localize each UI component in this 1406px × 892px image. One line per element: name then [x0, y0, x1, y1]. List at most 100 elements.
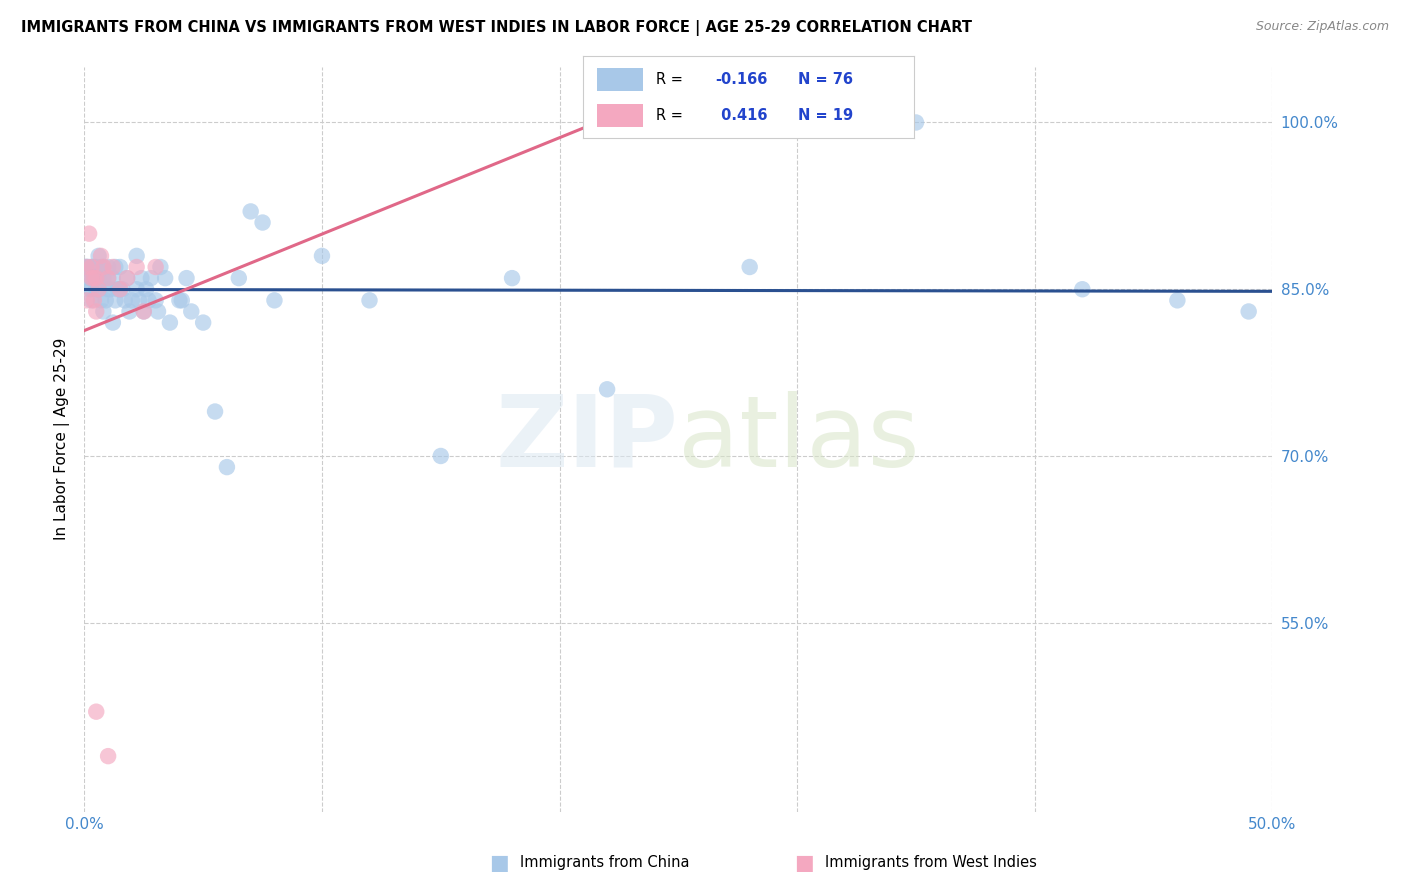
Point [83, 271, 105, 285]
Point [83, 260, 105, 274]
Point [252, 215, 274, 229]
Point [738, 260, 761, 274]
Point [180, 304, 202, 318]
Text: N = 76: N = 76 [799, 71, 853, 87]
Text: -0.166: -0.166 [716, 71, 768, 87]
Text: ■: ■ [489, 853, 509, 872]
Point [83, 293, 105, 308]
Point [97, 271, 120, 285]
Point [104, 293, 127, 308]
Bar [596, 68, 643, 91]
Point [84, 282, 107, 296]
Point [501, 271, 523, 285]
Point [125, 260, 148, 274]
Point [83, 271, 105, 285]
Point [169, 293, 191, 308]
Point [76, 260, 98, 274]
Text: Immigrants from West Indies: Immigrants from West Indies [825, 855, 1038, 870]
Point [146, 304, 169, 318]
Point [84, 271, 107, 285]
Point [132, 304, 155, 318]
Point [84, 260, 107, 274]
Text: Immigrants from China: Immigrants from China [520, 855, 690, 870]
Point [100, 282, 122, 296]
Text: IMMIGRANTS FROM CHINA VS IMMIGRANTS FROM WEST INDIES IN LABOR FORCE | AGE 25-29 : IMMIGRANTS FROM CHINA VS IMMIGRANTS FROM… [21, 20, 972, 36]
Text: ■: ■ [794, 853, 814, 872]
Point [125, 249, 148, 263]
Point [93, 260, 115, 274]
Point [128, 293, 150, 308]
Point [114, 293, 136, 308]
Point [93, 260, 115, 274]
Point [104, 260, 127, 274]
Point [101, 271, 124, 285]
Point [77, 260, 100, 274]
Point [145, 260, 167, 274]
Point [84, 705, 107, 719]
Point [76, 293, 98, 308]
Point [80, 282, 103, 296]
Point [87, 249, 110, 263]
Point [84, 271, 107, 285]
Text: N = 19: N = 19 [799, 108, 853, 123]
Point [101, 260, 124, 274]
Point [204, 404, 226, 418]
Point [90, 293, 112, 308]
Point [93, 304, 115, 318]
Point [77, 271, 100, 285]
Point [94, 293, 117, 308]
Point [170, 293, 193, 308]
Point [80, 271, 103, 285]
Point [239, 204, 262, 219]
Point [125, 282, 148, 296]
Point [83, 271, 105, 285]
Text: 0.416: 0.416 [716, 108, 768, 123]
Point [905, 115, 928, 129]
Text: R =: R = [657, 108, 683, 123]
Point [108, 282, 131, 296]
Point [153, 271, 176, 285]
Point [1071, 282, 1094, 296]
Point [121, 293, 143, 308]
Point [87, 282, 110, 296]
Point [108, 260, 131, 274]
Point [135, 282, 157, 296]
Point [77, 282, 100, 296]
Point [97, 260, 120, 274]
Point [1166, 293, 1188, 308]
Point [115, 271, 138, 285]
Point [138, 293, 160, 308]
Point [1237, 304, 1260, 318]
Point [90, 260, 112, 274]
Point [73, 260, 96, 274]
Point [90, 249, 112, 263]
Point [97, 749, 120, 764]
Point [359, 293, 381, 308]
Point [80, 260, 103, 274]
Y-axis label: In Labor Force | Age 25-29: In Labor Force | Age 25-29 [55, 338, 70, 541]
Point [228, 271, 250, 285]
Point [101, 316, 124, 330]
Text: atlas: atlas [679, 391, 920, 488]
Text: ZIP: ZIP [495, 391, 679, 488]
Point [131, 271, 153, 285]
Point [107, 282, 129, 296]
Point [83, 260, 105, 274]
Point [191, 316, 215, 330]
Text: Source: ZipAtlas.com: Source: ZipAtlas.com [1256, 20, 1389, 33]
Point [215, 460, 238, 475]
Point [93, 271, 115, 285]
Point [118, 304, 141, 318]
Point [263, 293, 285, 308]
Point [87, 271, 110, 285]
Point [77, 227, 100, 241]
Point [139, 271, 162, 285]
Point [149, 260, 172, 274]
Text: R =: R = [657, 71, 683, 87]
Point [111, 282, 134, 296]
Point [108, 282, 131, 296]
Point [159, 316, 181, 330]
Point [132, 304, 155, 318]
Point [80, 293, 103, 308]
Point [80, 260, 103, 274]
